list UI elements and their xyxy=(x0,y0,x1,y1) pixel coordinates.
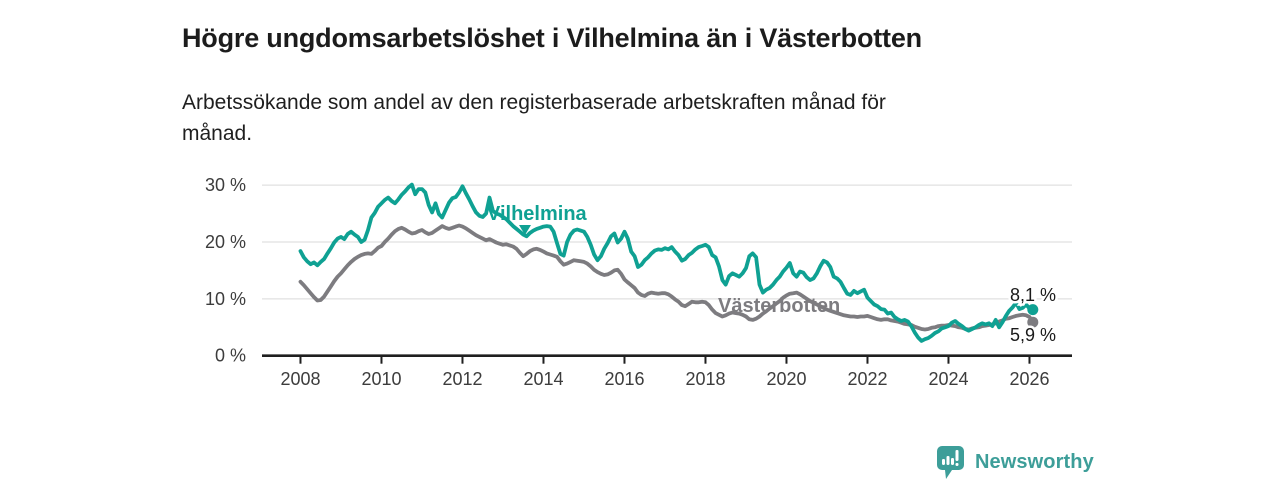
chart-subtitle: Arbetssökande som andel av den registerb… xyxy=(182,87,886,149)
vasterbotten-end-value-label: 5,9 % xyxy=(1010,325,1056,345)
logo-bar-chart-glyph xyxy=(942,450,959,466)
vasterbotten-line xyxy=(298,223,1035,332)
vilhelmina-label-pointer-icon xyxy=(519,225,531,235)
vilhelmina-end-value-label: 8,1 % xyxy=(1010,285,1056,305)
x-axis-tick-label: 2014 xyxy=(523,369,563,389)
newsworthy-logo-text: Newsworthy xyxy=(975,451,1094,473)
y-axis-tick-label: 0 % xyxy=(215,346,246,366)
chart-subtitle-line-2: månad. xyxy=(182,122,253,145)
chart-title: Högre ungdomsarbetslöshet i Vilhelmina ä… xyxy=(182,23,922,54)
y-axis-tick-label: 10 % xyxy=(205,289,246,309)
vasterbotten-end-dot xyxy=(1027,316,1039,328)
vilhelmina-series-label: Vilhelmina xyxy=(487,203,588,225)
x-axis-tick-label: 2016 xyxy=(604,369,644,389)
vilhelmina-end-dot xyxy=(1027,304,1039,316)
x-axis-tick-label: 2020 xyxy=(766,369,806,389)
vilhelmina-line xyxy=(298,182,1035,343)
x-axis-tick-label: 2018 xyxy=(685,369,725,389)
y-axis-tick-label: 20 % xyxy=(205,232,246,252)
vasterbotten-series-label: Västerbotten xyxy=(718,295,840,317)
x-axis-tick-label: 2024 xyxy=(928,369,968,389)
x-axis-tick-label: 2012 xyxy=(442,369,482,389)
newsworthy-logo-icon xyxy=(937,446,964,479)
y-axis-tick-label: 30 % xyxy=(205,175,246,195)
x-axis-tick-label: 2022 xyxy=(847,369,887,389)
chart-subtitle-line-1: Arbetssökande som andel av den registerb… xyxy=(182,91,886,114)
x-axis-tick-label: 2010 xyxy=(361,369,401,389)
logo-bubble-shape xyxy=(937,446,964,479)
x-axis-tick-label: 2026 xyxy=(1009,369,1049,389)
x-axis-tick-label: 2008 xyxy=(280,369,320,389)
newsworthy-branding: Newsworthy xyxy=(936,445,1094,480)
